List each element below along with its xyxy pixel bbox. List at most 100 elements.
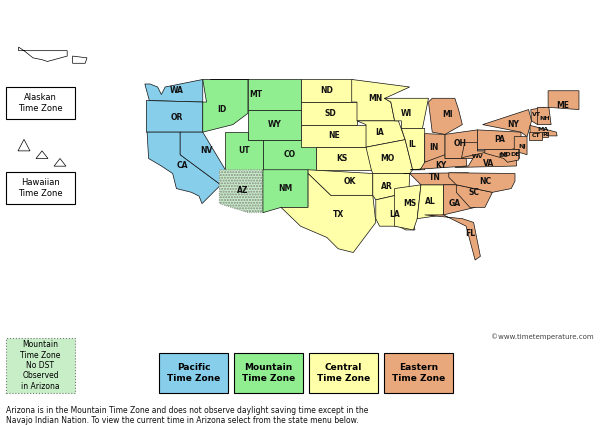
Polygon shape <box>529 132 542 140</box>
Text: NE: NE <box>329 131 340 140</box>
Text: IN: IN <box>429 143 439 152</box>
Text: MO: MO <box>380 154 394 163</box>
Text: Central
Time Zone: Central Time Zone <box>317 363 370 382</box>
Text: MT: MT <box>249 90 262 99</box>
Polygon shape <box>417 185 443 218</box>
Text: Hawaiian
Time Zone: Hawaiian Time Zone <box>18 178 63 198</box>
Polygon shape <box>210 79 301 110</box>
Text: PA: PA <box>494 135 505 144</box>
Text: Mountain
Time Zone
No DST
Observed
in Arizona: Mountain Time Zone No DST Observed in Ar… <box>20 340 61 391</box>
Text: TX: TX <box>332 210 344 219</box>
Text: FL: FL <box>465 229 475 238</box>
Polygon shape <box>425 215 481 260</box>
Polygon shape <box>457 185 493 207</box>
Polygon shape <box>316 147 371 170</box>
Polygon shape <box>373 173 410 200</box>
Text: ©www.timetemperature.com: ©www.timetemperature.com <box>491 334 594 340</box>
Text: Arizona is in the Mountain Time Zone and does not observe daylight saving time e: Arizona is in the Mountain Time Zone and… <box>6 405 368 425</box>
Text: ID: ID <box>217 105 226 114</box>
Polygon shape <box>248 110 301 140</box>
Text: DE: DE <box>510 152 520 157</box>
Text: NM: NM <box>278 184 293 193</box>
Text: Eastern
Time Zone: Eastern Time Zone <box>392 363 445 382</box>
Polygon shape <box>147 132 221 204</box>
Polygon shape <box>542 132 548 137</box>
Text: Pacific
Time Zone: Pacific Time Zone <box>167 363 220 382</box>
Polygon shape <box>376 193 415 230</box>
Text: WI: WI <box>400 109 412 118</box>
Text: ND: ND <box>320 86 334 95</box>
Polygon shape <box>531 107 545 125</box>
Text: OH: OH <box>454 139 467 148</box>
Polygon shape <box>530 125 557 136</box>
Text: MN: MN <box>368 94 383 103</box>
Polygon shape <box>514 137 527 155</box>
Text: DC: DC <box>498 153 508 159</box>
Text: RI: RI <box>542 132 550 137</box>
Polygon shape <box>203 79 248 132</box>
Polygon shape <box>263 140 316 170</box>
Text: WY: WY <box>268 120 281 129</box>
Text: MI: MI <box>442 110 452 119</box>
Polygon shape <box>357 121 405 147</box>
Polygon shape <box>301 79 352 102</box>
Polygon shape <box>478 130 521 150</box>
Text: NJ: NJ <box>518 144 526 149</box>
Polygon shape <box>461 143 504 158</box>
Text: SC: SC <box>468 188 479 197</box>
Polygon shape <box>263 170 308 212</box>
Text: WA: WA <box>169 86 184 95</box>
Text: CO: CO <box>283 150 295 159</box>
Polygon shape <box>146 101 203 132</box>
Polygon shape <box>425 133 445 162</box>
Polygon shape <box>145 79 203 102</box>
Text: AZ: AZ <box>237 186 248 196</box>
Polygon shape <box>180 132 226 185</box>
Polygon shape <box>352 79 410 121</box>
Text: NY: NY <box>507 120 518 129</box>
Polygon shape <box>384 98 428 128</box>
Polygon shape <box>395 185 421 230</box>
Text: ME: ME <box>556 101 569 110</box>
Text: Mountain
Time Zone: Mountain Time Zone <box>242 363 295 382</box>
Polygon shape <box>404 173 469 185</box>
Text: IA: IA <box>375 128 384 136</box>
Polygon shape <box>220 170 263 212</box>
Text: MA: MA <box>537 127 548 132</box>
Text: AL: AL <box>425 197 436 206</box>
Polygon shape <box>445 130 478 159</box>
Text: AR: AR <box>381 182 393 191</box>
Text: VA: VA <box>483 159 494 168</box>
Text: OK: OK <box>343 176 356 186</box>
Polygon shape <box>226 132 263 170</box>
Polygon shape <box>443 185 475 215</box>
Polygon shape <box>281 173 376 252</box>
Text: CT: CT <box>532 133 541 138</box>
Text: GA: GA <box>449 199 461 208</box>
Text: TN: TN <box>428 173 440 182</box>
Text: SD: SD <box>325 109 337 118</box>
Polygon shape <box>301 102 357 125</box>
Text: NC: NC <box>479 176 491 186</box>
Text: OR: OR <box>170 113 182 122</box>
Polygon shape <box>455 151 517 167</box>
Polygon shape <box>410 155 467 170</box>
Polygon shape <box>538 107 551 125</box>
Polygon shape <box>428 98 463 134</box>
Text: VT: VT <box>532 112 541 117</box>
Text: KS: KS <box>337 154 347 163</box>
Polygon shape <box>449 173 515 193</box>
Polygon shape <box>301 125 366 147</box>
Polygon shape <box>485 150 519 162</box>
Text: MD: MD <box>499 152 511 157</box>
Text: KY: KY <box>436 162 447 170</box>
Polygon shape <box>366 140 413 173</box>
Polygon shape <box>482 110 532 137</box>
Text: NH: NH <box>540 116 550 121</box>
Text: LA: LA <box>389 210 400 219</box>
Text: CA: CA <box>176 162 188 170</box>
Text: UT: UT <box>238 147 250 156</box>
Text: WV: WV <box>472 154 483 159</box>
Polygon shape <box>308 170 373 196</box>
Text: IL: IL <box>408 140 416 150</box>
